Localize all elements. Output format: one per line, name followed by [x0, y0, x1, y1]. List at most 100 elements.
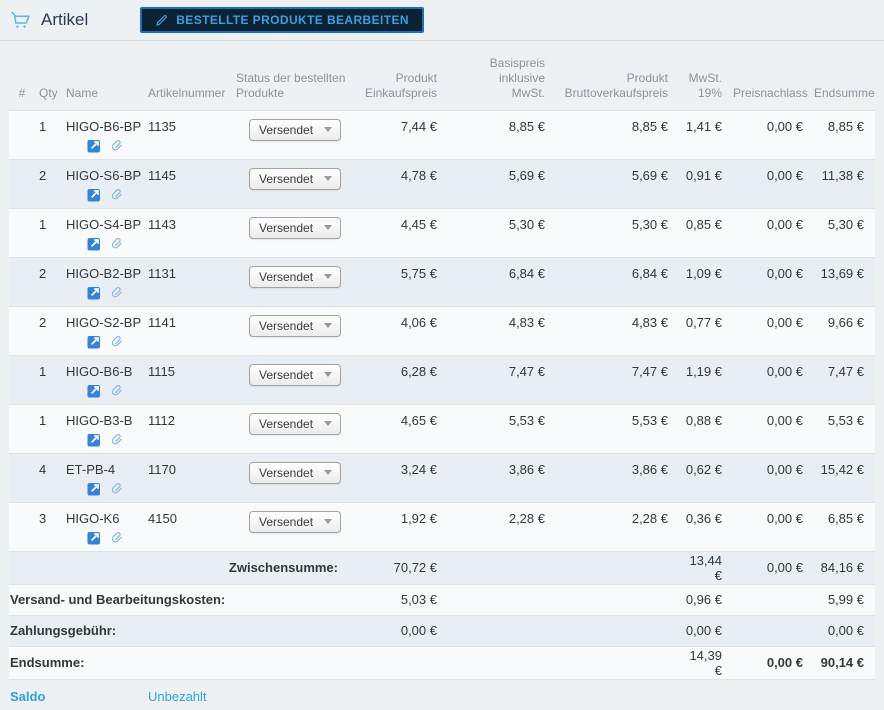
payment-fee-total: 0,00 €: [814, 614, 875, 646]
item-total: 9,66 €: [814, 305, 875, 355]
item-name: HIGO-B3-B: [66, 412, 133, 428]
item-gross-price: 4,83 €: [556, 305, 679, 355]
item-base-price: 2,28 €: [448, 501, 556, 551]
status-select[interactable]: Versendet: [249, 461, 341, 484]
status-select[interactable]: Versendet: [249, 167, 341, 190]
open-edit-icon[interactable]: [87, 531, 101, 545]
saldo-status-link[interactable]: Unbezahlt: [146, 678, 875, 710]
edit-button-label: BESTELLTE PRODUKTE BEARBEITEN: [176, 13, 409, 27]
link-icon[interactable]: [110, 286, 124, 300]
status-select[interactable]: Versendet: [249, 412, 341, 435]
chevron-down-icon: [324, 176, 332, 181]
payment-fee-tax: 0,00 €: [679, 614, 733, 646]
chevron-down-icon: [324, 274, 332, 279]
item-purchase-price: 4,45 €: [346, 207, 448, 257]
item-total: 5,53 €: [814, 403, 875, 453]
link-icon[interactable]: [110, 384, 124, 398]
open-edit-icon[interactable]: [87, 188, 101, 202]
item-sku: 1112: [146, 403, 234, 453]
item-base-price: 5,53 €: [448, 403, 556, 453]
open-edit-icon[interactable]: [87, 237, 101, 251]
item-name-cell: HIGO-S4-BP: [64, 207, 146, 257]
item-name-cell: HIGO-B3-B: [64, 403, 146, 453]
status-cell: Versendet: [234, 256, 346, 306]
cart-icon: [8, 10, 34, 30]
item-total: 13,69 €: [814, 256, 875, 306]
link-icon[interactable]: [110, 335, 124, 349]
status-select-value: Versendet: [259, 122, 314, 137]
grand-total-tax: 14,39 €: [679, 645, 733, 679]
item-base-price: 4,83 €: [448, 305, 556, 355]
item-sku: 1135: [146, 109, 234, 159]
item-name: HIGO-B2-BP: [66, 265, 142, 281]
open-edit-icon[interactable]: [87, 384, 101, 398]
chevron-down-icon: [324, 470, 332, 475]
status-select-value: Versendet: [259, 220, 314, 235]
item-base-price: 7,47 €: [448, 354, 556, 404]
table-header: # Qty Name Artikelnummer Status der best…: [9, 41, 875, 110]
col-header-index: #: [18, 85, 26, 100]
status-select-value: Versendet: [259, 416, 314, 431]
item-tax: 0,85 €: [679, 207, 733, 257]
col-header-qty: Qty: [39, 85, 58, 100]
status-select[interactable]: Versendet: [249, 216, 341, 239]
status-select[interactable]: Versendet: [249, 118, 341, 141]
item-discount: 0,00 €: [733, 109, 814, 159]
item-base-price: 3,86 €: [448, 452, 556, 502]
item-gross-price: 7,47 €: [556, 354, 679, 404]
item-tax: 0,91 €: [679, 158, 733, 208]
item-discount: 0,00 €: [733, 207, 814, 257]
status-cell: Versendet: [234, 354, 346, 404]
row-index-cell: [9, 354, 35, 404]
item-name: HIGO-B6-B: [66, 363, 133, 379]
item-tax: 0,88 €: [679, 403, 733, 453]
item-name-cell: HIGO-B6-B: [64, 354, 146, 404]
item-name-cell: HIGO-S2-BP: [64, 305, 146, 355]
item-discount: 0,00 €: [733, 403, 814, 453]
grand-total-discount: 0,00 €: [733, 645, 814, 679]
item-sku: 1143: [146, 207, 234, 257]
shipping-tax: 0,96 €: [679, 583, 733, 615]
col-header-row-total: Endsumme: [814, 85, 875, 100]
status-cell: Versendet: [234, 207, 346, 257]
item-sku: 4150: [146, 501, 234, 551]
item-purchase-price: 4,78 €: [346, 158, 448, 208]
item-base-price: 6,84 €: [448, 256, 556, 306]
table-row: 1 HIGO-B3-B 1112 Versendet 4,65 € 5,53 €…: [9, 403, 875, 453]
link-icon[interactable]: [110, 188, 124, 202]
item-discount: 0,00 €: [733, 256, 814, 306]
status-select-value: Versendet: [259, 514, 314, 529]
open-edit-icon[interactable]: [87, 482, 101, 496]
link-icon[interactable]: [110, 531, 124, 545]
chevron-down-icon: [324, 519, 332, 524]
chevron-down-icon: [324, 225, 332, 230]
status-select[interactable]: Versendet: [249, 363, 341, 386]
table-row: 1 HIGO-B6-B 1115 Versendet 6,28 € 7,47 €…: [9, 354, 875, 404]
status-select[interactable]: Versendet: [249, 510, 341, 533]
status-cell: Versendet: [234, 158, 346, 208]
chevron-down-icon: [324, 323, 332, 328]
link-icon[interactable]: [110, 237, 124, 251]
row-index-cell: [9, 158, 35, 208]
page-title: Artikel: [41, 10, 89, 29]
link-icon[interactable]: [110, 139, 124, 153]
open-edit-icon[interactable]: [87, 433, 101, 447]
link-icon[interactable]: [110, 433, 124, 447]
payment-fee-purchase: 0,00 €: [346, 614, 448, 646]
item-total: 11,38 €: [814, 158, 875, 208]
status-select[interactable]: Versendet: [249, 314, 341, 337]
open-edit-icon[interactable]: [87, 286, 101, 300]
subtotal-total: 84,16 €: [814, 550, 875, 584]
item-qty: 1: [35, 207, 64, 257]
row-index-cell: [9, 501, 35, 551]
open-edit-icon[interactable]: [87, 139, 101, 153]
status-select[interactable]: Versendet: [249, 265, 341, 288]
pencil-icon: [155, 14, 168, 27]
edit-ordered-products-button[interactable]: BESTELLTE PRODUKTE BEARBEITEN: [140, 7, 424, 33]
link-icon[interactable]: [110, 482, 124, 496]
col-header-base-price: Basispreis inklusive MwSt.: [489, 55, 545, 100]
open-edit-icon[interactable]: [87, 335, 101, 349]
item-sku: 1145: [146, 158, 234, 208]
item-name: ET-PB-4: [66, 461, 116, 477]
chevron-down-icon: [324, 421, 332, 426]
